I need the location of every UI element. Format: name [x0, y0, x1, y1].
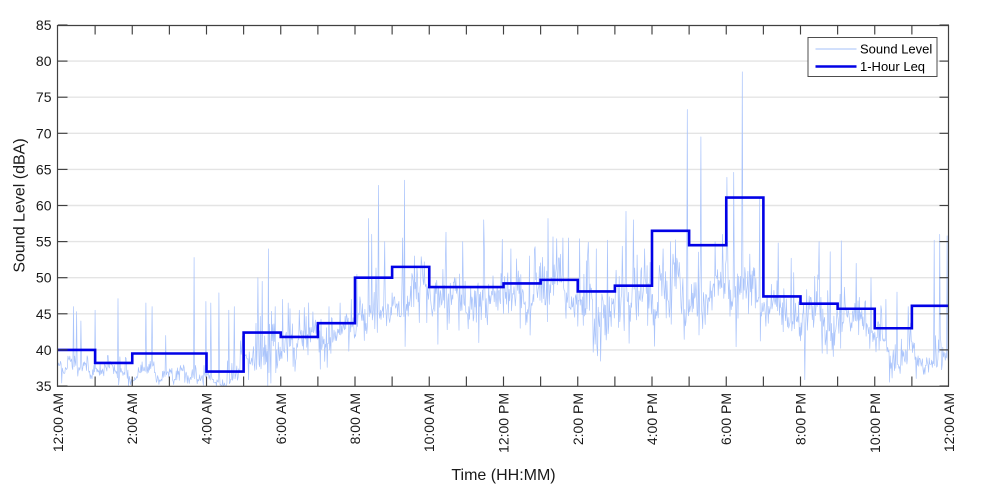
svg-text:Sound Level (dBA): Sound Level (dBA)	[12, 138, 29, 272]
svg-text:Time (HH:MM): Time (HH:MM)	[451, 467, 555, 484]
svg-text:35: 35	[36, 378, 52, 394]
svg-text:1-Hour Leq: 1-Hour Leq	[860, 59, 925, 74]
svg-text:12:00 AM: 12:00 AM	[941, 393, 957, 452]
svg-text:85: 85	[36, 17, 52, 33]
svg-text:4:00 PM: 4:00 PM	[644, 393, 660, 445]
svg-text:6:00 AM: 6:00 AM	[273, 393, 289, 444]
svg-text:45: 45	[36, 306, 52, 322]
svg-text:8:00 AM: 8:00 AM	[347, 393, 363, 444]
svg-text:Sound Level: Sound Level	[860, 42, 932, 57]
svg-text:40: 40	[36, 342, 52, 358]
svg-text:4:00 AM: 4:00 AM	[199, 393, 215, 444]
svg-text:55: 55	[36, 234, 52, 250]
svg-text:12:00 AM: 12:00 AM	[50, 393, 66, 452]
svg-text:12:00 PM: 12:00 PM	[496, 393, 512, 453]
svg-text:2:00 AM: 2:00 AM	[124, 393, 140, 444]
svg-text:65: 65	[36, 161, 52, 177]
svg-text:2:00 PM: 2:00 PM	[570, 393, 586, 445]
svg-text:75: 75	[36, 89, 52, 105]
svg-text:60: 60	[36, 198, 52, 214]
svg-text:10:00 PM: 10:00 PM	[867, 393, 883, 453]
svg-text:8:00 PM: 8:00 PM	[793, 393, 809, 445]
svg-text:70: 70	[36, 125, 52, 141]
svg-text:80: 80	[36, 53, 52, 69]
svg-text:50: 50	[36, 270, 52, 286]
svg-text:10:00 AM: 10:00 AM	[421, 393, 437, 452]
svg-text:6:00 PM: 6:00 PM	[718, 393, 734, 445]
